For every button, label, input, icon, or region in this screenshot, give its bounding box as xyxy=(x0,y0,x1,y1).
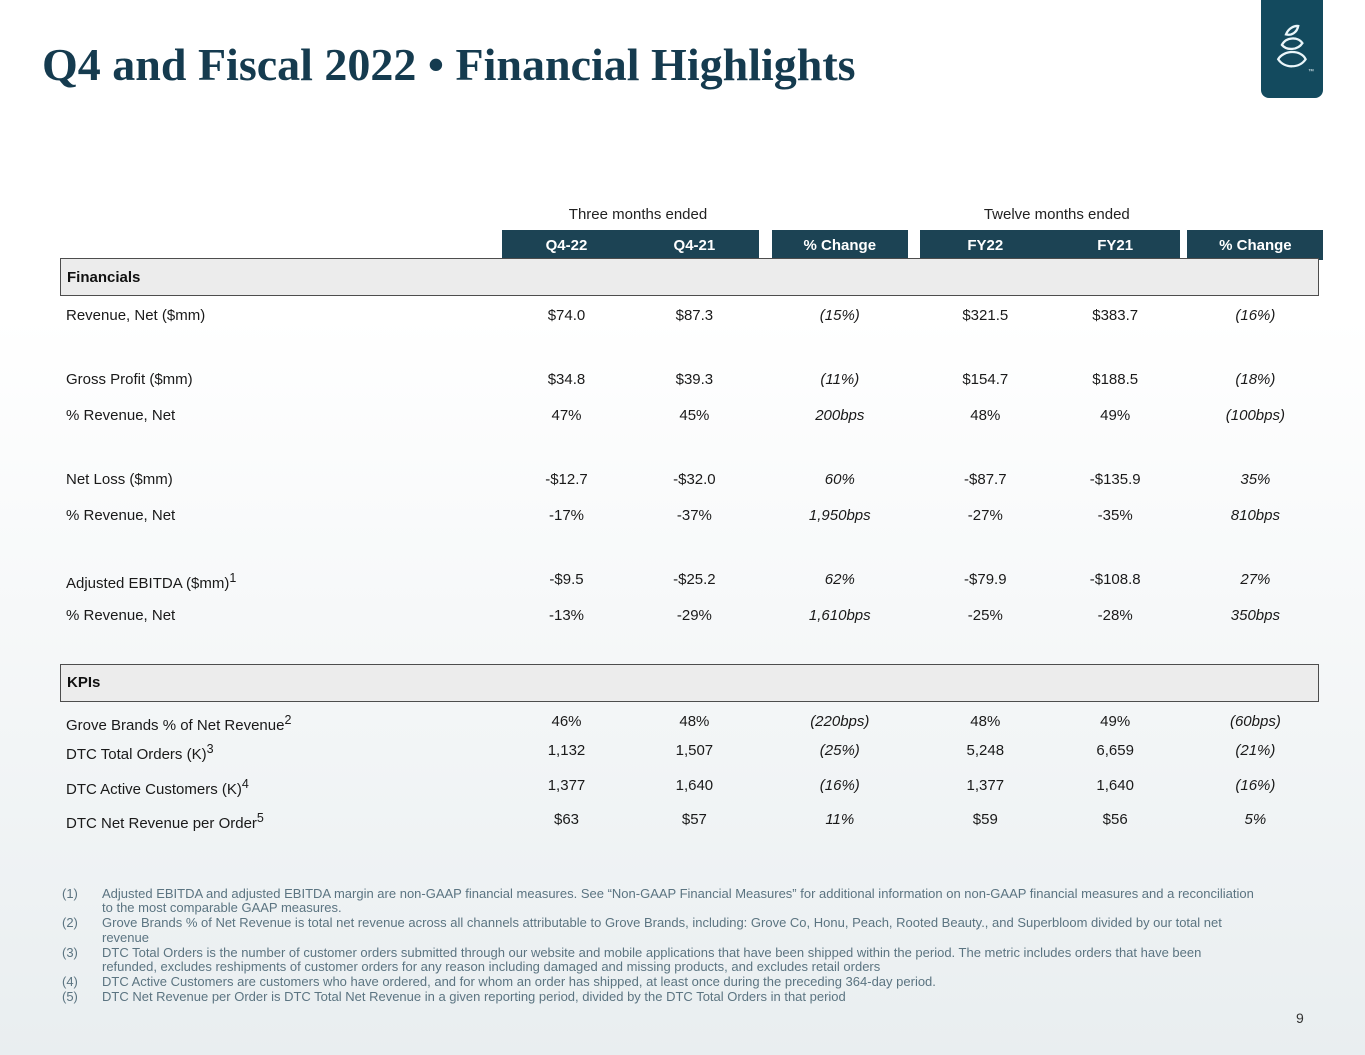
svg-text:™: ™ xyxy=(1308,68,1314,75)
